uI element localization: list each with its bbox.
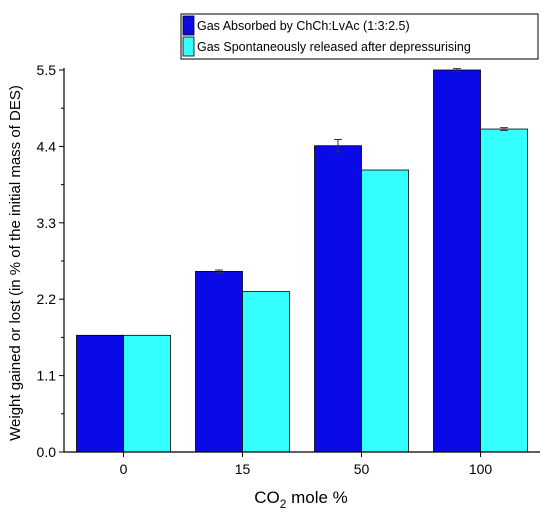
x-axis-title: CO2 mole % [254,488,348,511]
bar-s0-0 [76,334,124,453]
y-tick-label-2.2: 2.2 [37,291,57,307]
y-tick-label-1.1: 1.1 [37,368,57,384]
y-tick-label-4.4: 4.4 [37,138,57,154]
x-axis-title-subscript: 2 [280,497,287,511]
x-ticks-group: 0 15 50 100 [120,452,493,477]
y-tick-label-5.5: 5.5 [37,62,57,78]
bar-s1-50 [361,169,409,453]
x-tick-label-0: 0 [120,461,128,477]
x-tick-label-100: 100 [469,461,493,477]
x-tick-label-15: 15 [235,461,251,477]
y-ticks-group: 0.0 1.1 2.2 3.3 4.4 5.5 [37,62,64,460]
bar-s0-100 [433,69,481,453]
bar-s1-100 [480,128,528,453]
bar-s0-50 [314,145,362,453]
legend: Gas Absorbed by ChCh:LvAc (1:3:2.5) Gas … [180,13,539,60]
x-axis-title-rest: mole % [286,488,347,507]
y-axis-title: Weight gained or lost (in % of the initi… [7,85,24,441]
bars-group [76,69,528,453]
legend-swatch-absorbed [182,15,195,36]
axes-group [63,68,540,453]
y-tick-label-3.3: 3.3 [37,215,57,231]
error-bars-group [215,68,508,274]
error-bar-s0-15 [215,269,223,274]
legend-frame [180,13,539,60]
legend-label-absorbed: Gas Absorbed by ChCh:LvAc (1:3:2.5) [197,19,410,33]
error-bar-s0-50 [334,138,342,153]
legend-swatch-released [182,36,195,57]
error-bar-s0-100 [453,68,461,72]
y-tick-label-0.0: 0.0 [37,444,57,460]
x-tick-label-50: 50 [354,461,370,477]
bar-s1-15 [242,291,290,453]
legend-label-released: Gas Spontaneously released after depress… [197,40,471,54]
x-axis-title-main: CO [254,488,280,507]
bar-s1-0 [123,334,171,453]
bar-s0-15 [195,271,243,453]
error-bar-s1-100 [500,127,508,131]
